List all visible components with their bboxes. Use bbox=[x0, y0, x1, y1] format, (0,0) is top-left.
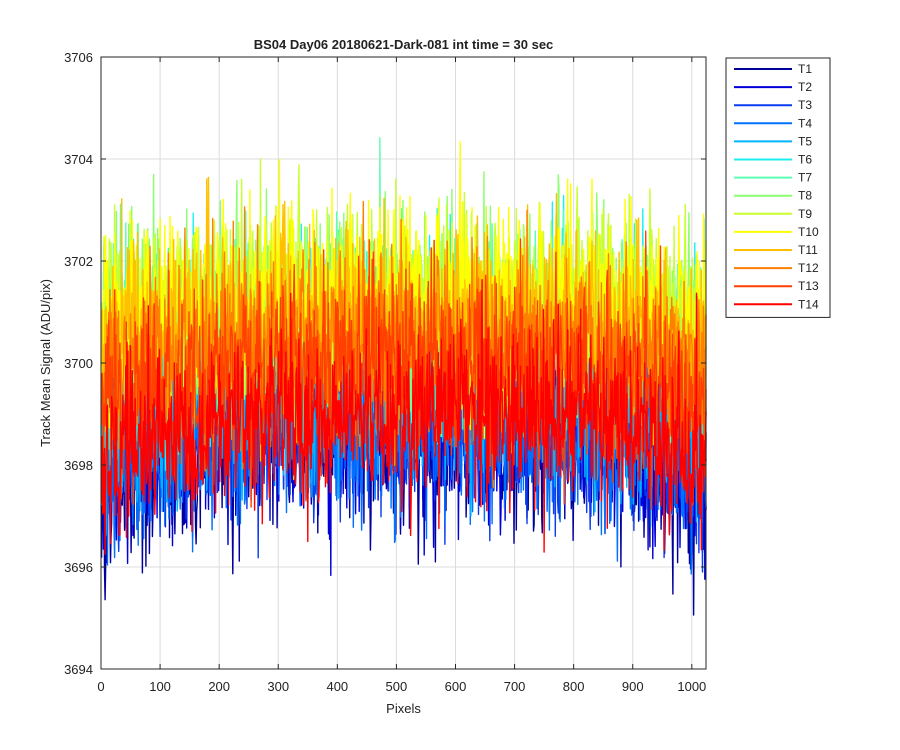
legend-label-t5: T5 bbox=[798, 134, 812, 148]
y-tick-label: 3698 bbox=[64, 458, 93, 473]
x-axis-label: Pixels bbox=[386, 701, 421, 716]
y-tick-label: 3700 bbox=[64, 356, 93, 371]
y-tick-label: 3702 bbox=[64, 254, 93, 269]
x-tick-label: 100 bbox=[149, 679, 171, 694]
y-tick-label: 3696 bbox=[64, 560, 93, 575]
legend-label-t12: T12 bbox=[798, 261, 819, 275]
y-tick-label: 3706 bbox=[64, 50, 93, 65]
y-tick-label: 3704 bbox=[64, 152, 93, 167]
x-tick-label: 400 bbox=[326, 679, 348, 694]
x-tick-label: 600 bbox=[445, 679, 467, 694]
x-tick-label: 800 bbox=[563, 679, 585, 694]
legend: T1 T2 T3 T4 T5 T6 T7 T8 T9 T10 T11 T12 T13 T14 bbox=[725, 57, 831, 318]
legend-label-t3: T3 bbox=[798, 98, 812, 112]
ticks: 0 100 200 300 400 500 600 700 800 900 1000 3694 3696… bbox=[64, 50, 706, 694]
y-tick-label: 3694 bbox=[64, 662, 93, 677]
legend-label-t1: T1 bbox=[798, 62, 812, 76]
x-tick-label: 700 bbox=[504, 679, 526, 694]
legend-label-t14: T14 bbox=[798, 297, 819, 311]
legend-label-t10: T10 bbox=[798, 225, 819, 239]
x-tick-label: 1000 bbox=[677, 679, 706, 694]
legend-label-t6: T6 bbox=[798, 153, 812, 167]
x-tick-label: 900 bbox=[622, 679, 644, 694]
series-line-t14 bbox=[100, 279, 707, 555]
plot-lines bbox=[100, 137, 707, 616]
legend-label-t7: T7 bbox=[798, 171, 812, 185]
legend-label-t8: T8 bbox=[798, 189, 812, 203]
y-axis-label: Track Mean Signal (ADU/pix) bbox=[38, 279, 53, 447]
x-tick-label: 500 bbox=[386, 679, 408, 694]
x-tick-label: 200 bbox=[208, 679, 230, 694]
legend-label-t4: T4 bbox=[798, 116, 812, 130]
legend-label-t11: T11 bbox=[798, 243, 818, 257]
legend-box bbox=[725, 57, 831, 318]
legend-label-t9: T9 bbox=[798, 207, 812, 221]
legend-label-t2: T2 bbox=[798, 80, 812, 94]
legend-label-t13: T13 bbox=[798, 279, 819, 293]
x-tick-label: 300 bbox=[267, 679, 289, 694]
x-tick-label: 0 bbox=[97, 679, 104, 694]
chart-title: BS04 Day06 20180621-Dark-081 int time = … bbox=[254, 37, 554, 52]
